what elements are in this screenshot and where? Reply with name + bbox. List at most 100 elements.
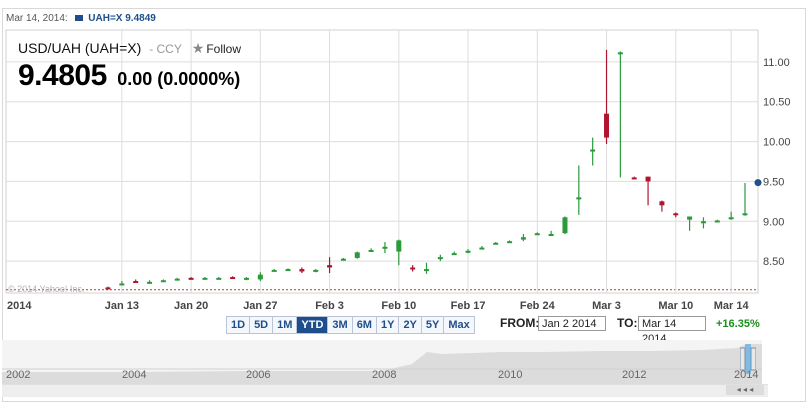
- x-tick-label: 2014: [7, 300, 32, 312]
- follow-button[interactable]: ★ Follow: [192, 40, 241, 57]
- candle-body: [728, 217, 734, 220]
- candlestick: [562, 216, 568, 235]
- y-tick-label: 11.00: [763, 57, 790, 69]
- candlestick: [659, 200, 665, 212]
- candle-body: [174, 278, 180, 281]
- candlestick: [548, 230, 554, 237]
- navigator-scrollbar[interactable]: [2, 384, 768, 397]
- candle-body: [700, 221, 706, 224]
- candle-body: [202, 277, 208, 280]
- to-label: TO:: [617, 316, 638, 330]
- candlestick: [368, 248, 374, 252]
- candlestick: [299, 267, 305, 274]
- candle-body: [673, 213, 679, 216]
- range-button-3m[interactable]: 3M: [328, 317, 353, 333]
- candle-body: [382, 246, 388, 249]
- range-button-1m[interactable]: 1M: [273, 317, 298, 333]
- x-tick-label: Mar 3: [592, 300, 621, 312]
- navigator-year-label: 2004: [122, 369, 147, 381]
- candlestick: [202, 277, 208, 280]
- candlestick: [133, 279, 139, 284]
- candle-body: [534, 233, 540, 236]
- candlestick: [382, 241, 388, 254]
- candle-body: [354, 252, 360, 258]
- x-tick-label: Jan 27: [243, 300, 277, 312]
- candle-body: [590, 149, 596, 152]
- navigator-year-label: 2012: [622, 369, 647, 381]
- scrollbar-thumb[interactable]: ◂ ◂ ◂: [726, 385, 764, 395]
- candlestick: [479, 245, 485, 250]
- x-tick-label: Feb 24: [520, 300, 556, 312]
- legend-bar: Mar 14, 2014: UAH=X 9.4849: [6, 13, 156, 24]
- candlestick: [714, 219, 720, 223]
- candlestick: [160, 279, 166, 283]
- x-tick-label: Feb 3: [315, 300, 344, 312]
- range-button-6m[interactable]: 6M: [352, 317, 377, 333]
- candlestick: [687, 216, 693, 231]
- last-value-marker: [754, 179, 762, 187]
- candlestick: [188, 277, 194, 280]
- navigator-year-label: 2008: [372, 369, 397, 381]
- range-button-1d[interactable]: 1D: [227, 317, 251, 333]
- range-button-2y[interactable]: 2Y: [399, 317, 422, 333]
- last-price: 9.4805: [18, 59, 107, 92]
- candlestick: [257, 272, 263, 282]
- candle-body: [340, 258, 346, 261]
- star-icon: ★: [191, 40, 205, 56]
- candlestick: [437, 254, 443, 262]
- y-tick-label: 10.50: [763, 97, 791, 109]
- candle-body: [493, 242, 499, 245]
- candle-body: [520, 237, 526, 240]
- candle-body: [160, 280, 166, 283]
- candlestick: [243, 277, 249, 281]
- candlestick: [174, 277, 180, 281]
- candlestick: [645, 176, 651, 206]
- candle-body: [437, 257, 443, 260]
- candlestick: [313, 269, 319, 273]
- candle-body: [105, 287, 111, 290]
- range-button-max[interactable]: Max: [444, 317, 474, 333]
- candle-body: [562, 217, 568, 234]
- x-tick-label: Mar 14: [714, 300, 750, 312]
- range-button-1y[interactable]: 1Y: [376, 317, 400, 333]
- candle-body: [271, 269, 277, 272]
- quote-box: USD/UAH (UAH=X) - CCY ★ Follow 9.4805 0.0…: [18, 40, 241, 93]
- navigator-year-label: 2002: [6, 369, 31, 381]
- x-tick-label: Jan 20: [174, 300, 208, 312]
- candle-body: [659, 201, 665, 206]
- x-tick-label: Jan 13: [105, 300, 139, 312]
- candlestick: [424, 262, 429, 274]
- period-change-percent: +16.35%: [716, 318, 760, 330]
- candle-body: [299, 269, 305, 272]
- candle-body: [479, 247, 485, 250]
- candle-body: [714, 220, 720, 223]
- range-button-5d[interactable]: 5D: [250, 317, 274, 333]
- range-button-ytd[interactable]: YTD: [297, 317, 329, 333]
- candle-body: [243, 277, 249, 280]
- price-change: 0.00 (0.0000%): [117, 69, 241, 89]
- x-tick-label: Mar 10: [658, 300, 693, 312]
- candle-body: [285, 269, 291, 272]
- from-label: FROM:: [500, 316, 540, 330]
- to-date-input[interactable]: Mar 14 2014: [638, 316, 706, 345]
- legend-symbol: UAH=X 9.4849: [88, 13, 156, 24]
- candle-body: [451, 253, 457, 256]
- range-button-5y[interactable]: 5Y: [421, 317, 445, 333]
- candle-body: [216, 277, 222, 280]
- copyright-watermark: © 2014 Yahoo! Inc.: [8, 284, 85, 294]
- candlestick: [340, 257, 346, 261]
- candle-body: [257, 274, 263, 280]
- candlestick: [105, 286, 111, 290]
- history-navigator[interactable]: [2, 340, 762, 384]
- plot-area: [5, 29, 759, 294]
- candlestick: [354, 251, 360, 259]
- from-date-input[interactable]: Jan 2 2014: [538, 316, 606, 331]
- candlestick: [700, 217, 706, 229]
- follow-label: Follow: [206, 42, 241, 56]
- candlestick: [230, 276, 236, 280]
- candle-body: [230, 277, 236, 280]
- candle-body: [604, 113, 610, 138]
- candlestick: [451, 251, 457, 256]
- navigator-grip-handle[interactable]: [740, 344, 756, 374]
